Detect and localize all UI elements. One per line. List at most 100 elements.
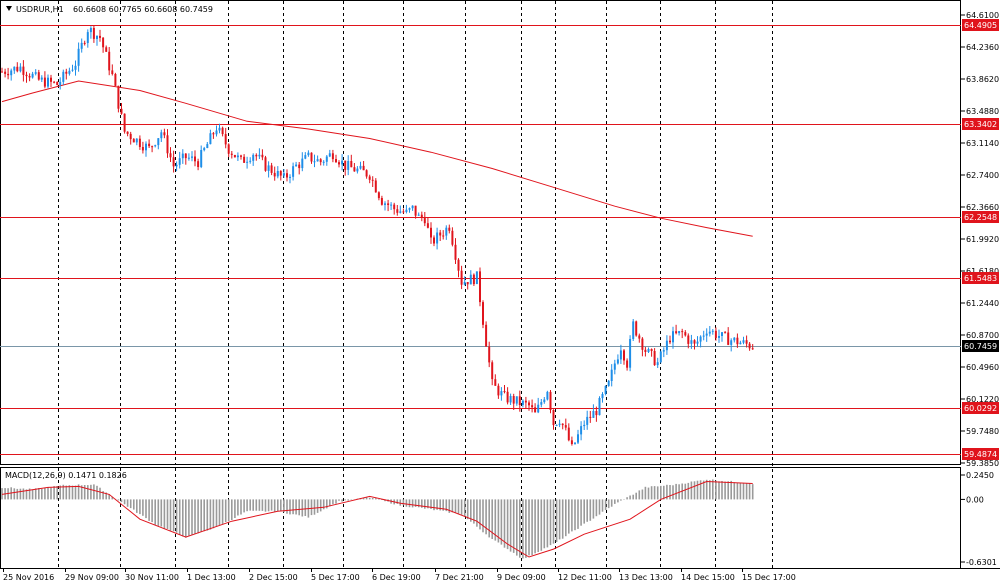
candle-body xyxy=(292,166,295,177)
candle-body xyxy=(181,153,184,159)
candle-body xyxy=(613,363,616,370)
candle-body xyxy=(512,396,515,404)
level-price-tag xyxy=(962,402,999,414)
candle-body xyxy=(132,139,135,143)
candle-body xyxy=(126,131,129,134)
candle-body xyxy=(267,165,270,171)
candle-body xyxy=(528,402,530,406)
candle-body xyxy=(653,351,656,366)
candle-body xyxy=(574,442,576,444)
candle-body xyxy=(4,71,7,74)
candle-body xyxy=(1,71,3,73)
candle-body xyxy=(739,342,742,345)
candle-body xyxy=(151,146,154,148)
y-tick-label: 61.2440 xyxy=(966,299,999,308)
y-tick-label: 59.7480 xyxy=(966,427,999,436)
candle-body xyxy=(313,161,316,163)
candle-body xyxy=(341,160,344,165)
candle-body xyxy=(10,70,13,76)
candle-body xyxy=(454,244,457,260)
candle-body xyxy=(656,362,659,366)
candle-body xyxy=(442,235,445,237)
candle-body xyxy=(699,336,702,342)
candle-body xyxy=(163,132,166,136)
candle-body xyxy=(99,35,101,38)
y-tick-label: 63.1140 xyxy=(966,139,999,148)
candle-body xyxy=(546,391,549,400)
candle-body xyxy=(169,153,172,158)
y-tick-label: 62.7400 xyxy=(966,171,999,180)
candle-body xyxy=(641,338,644,350)
candle-body xyxy=(240,155,242,157)
candle-body xyxy=(77,48,80,66)
level-price-tag xyxy=(962,118,999,130)
candle-body xyxy=(233,155,236,158)
level-price-label: 59.4874 xyxy=(964,450,997,459)
candle-body xyxy=(227,144,230,154)
candle-body xyxy=(74,65,77,70)
candle-body xyxy=(616,359,619,364)
candle-body xyxy=(316,159,319,162)
candle-body xyxy=(148,143,151,147)
candle-body xyxy=(276,171,279,177)
candle-body xyxy=(187,157,190,159)
candle-body xyxy=(194,156,196,162)
candle-body xyxy=(197,161,200,167)
candle-body xyxy=(687,335,690,344)
candle-body xyxy=(540,402,543,405)
candles xyxy=(1,25,754,446)
candle-body xyxy=(748,343,751,349)
y-tick-label: 61.9920 xyxy=(966,235,999,244)
candle-body xyxy=(460,270,463,285)
price-axis: 64.6100 64.2360 63.8620 63.4880 63.1140 62.74… xyxy=(961,11,999,468)
candle-body xyxy=(426,223,429,228)
candle-body xyxy=(368,176,371,180)
y-tick-label: 61.6180 xyxy=(966,267,999,276)
candle-body xyxy=(727,332,730,345)
candle-body xyxy=(221,127,224,135)
level-price-label: 64.4905 xyxy=(964,21,997,30)
candle-body xyxy=(396,209,399,213)
candle-body xyxy=(555,424,558,426)
candle-body xyxy=(141,147,144,151)
candle-body xyxy=(669,340,671,343)
candle-body xyxy=(509,396,512,403)
candle-body xyxy=(50,77,52,82)
candle-body xyxy=(322,161,325,163)
current-price-label: 60.7459 xyxy=(964,342,997,351)
candle-body xyxy=(380,198,383,205)
candle-body xyxy=(552,410,555,426)
candle-body xyxy=(488,346,491,363)
candle-body xyxy=(451,230,454,245)
candle-body xyxy=(583,424,586,427)
candle-body xyxy=(224,134,227,145)
candle-body xyxy=(89,28,92,33)
candle-body xyxy=(506,391,509,403)
candle-body xyxy=(733,337,736,341)
candle-body xyxy=(482,302,484,325)
candle-body xyxy=(684,332,687,336)
candle-body xyxy=(445,227,448,236)
candle-body xyxy=(436,232,439,244)
candle-body xyxy=(466,282,469,285)
candle-body xyxy=(598,398,601,416)
candle-body xyxy=(561,423,564,426)
candle-body xyxy=(178,158,181,165)
candle-body xyxy=(693,340,696,344)
candle-body xyxy=(537,404,540,413)
candle-body xyxy=(524,400,527,403)
x-tick-label: 1 Dec 13:00 xyxy=(187,573,236,582)
candle-body xyxy=(491,362,494,380)
candle-body xyxy=(589,416,592,418)
candle-body xyxy=(172,157,175,167)
level-price-tag xyxy=(962,211,999,223)
chart-menu-triangle-icon[interactable] xyxy=(6,6,12,11)
y-tick-label: 60.8700 xyxy=(966,331,999,340)
candle-body xyxy=(295,164,298,167)
candle-body xyxy=(356,168,359,172)
candle-body xyxy=(243,156,246,163)
candle-body xyxy=(68,70,71,74)
candle-body xyxy=(607,380,610,386)
candle-body xyxy=(19,66,22,72)
